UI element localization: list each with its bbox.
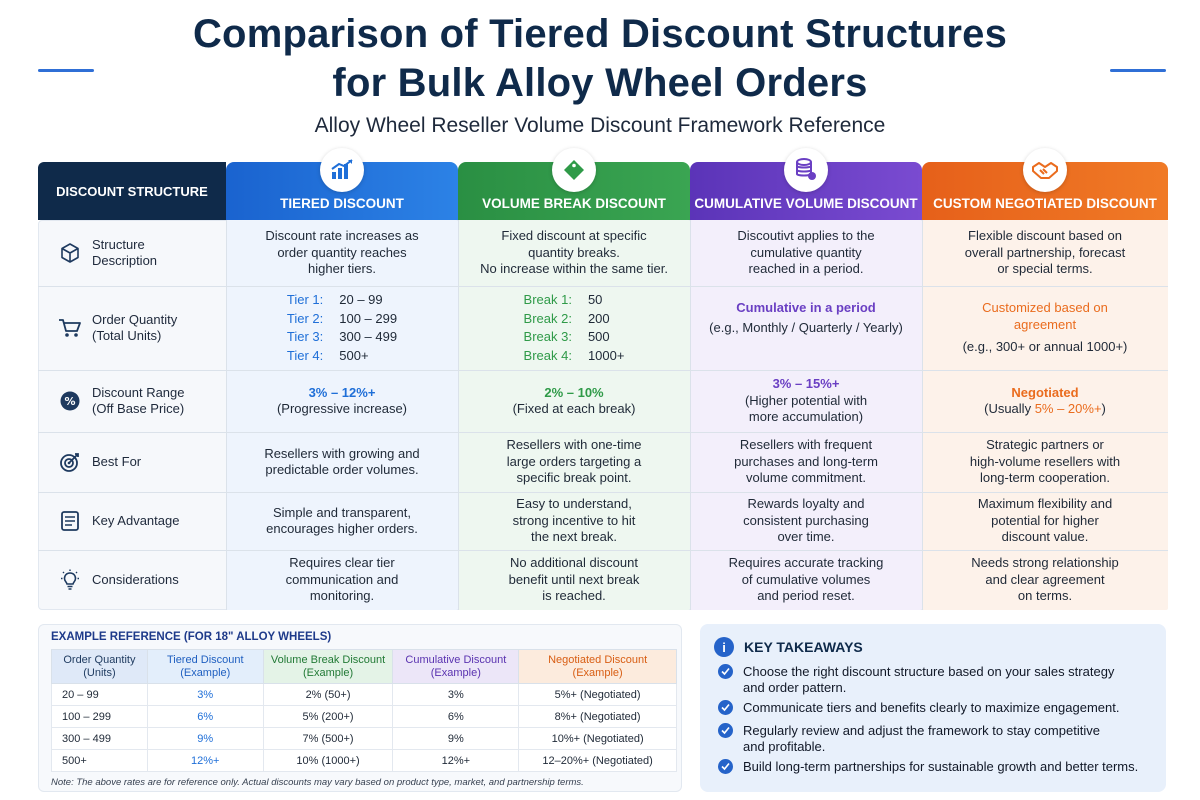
cell-cumulative-quantity: Cumulative in a period (e.g., Monthly / …: [709, 300, 903, 335]
cell-cumulative-advantage: Rewards loyalty and consistent purchasing…: [743, 496, 869, 545]
cell-volume-best-for: Resellers with one-time large orders targ…: [506, 437, 642, 486]
page-subtitle: Alloy Wheel Reseller Volume Discount Fra…: [314, 114, 886, 137]
title-accent-right: [1110, 69, 1166, 72]
header-custom-negotiated-discount: CUSTOM NEGOTIATED DISCOUNT: [922, 148, 1168, 220]
cell-volume-considerations: No additional discount benefit until next…: [508, 555, 640, 604]
row-label-key-advantage: Key Advantage: [38, 492, 226, 550]
cell-tiered-best-for: Resellers with growing and predictable or…: [264, 445, 420, 478]
header-cumulative-volume-discount: CUMULATIVE VOLUME DISCOUNT: [690, 148, 922, 220]
row-label-discount-range: % Discount Range (Off Base Price): [38, 370, 226, 432]
row-divider: [38, 550, 1168, 551]
row-divider: [38, 492, 1168, 493]
row-divider: [38, 370, 1168, 371]
cell-custom-quantity: Customized based on agreement (e.g., 300…: [962, 300, 1128, 355]
header-tiered-discount: TIERED DISCOUNT: [226, 148, 458, 220]
checklist-icon: [50, 510, 90, 532]
example-header-tiered: Tiered Discount (Example): [146, 649, 264, 684]
title-line-1: Comparison of Tiered Discount Structures: [192, 12, 1008, 56]
comparison-table: DISCOUNT STRUCTURE TIERED DISCOUNT VOLUM…: [38, 148, 1168, 610]
table-row: 100 – 299 6% 5% (200+) 6% 8%+ (Negotiate…: [51, 705, 677, 728]
cell-cumulative-description: Discoutivt applies to the cumulative quan…: [737, 228, 875, 277]
handshake-icon: [1023, 148, 1067, 192]
cell-volume-range: 2% – 10% (Fixed at each break): [512, 384, 636, 417]
cell-tiered-quantity: Tier 1: 20 – 99 Tier 2: 100 – 299 Tier 3: 3…: [226, 286, 458, 370]
bar-chart-icon: [320, 148, 364, 192]
tier-list: Tier 1: 20 – 99 Tier 2: 100 – 299 Tier 3: 3…: [286, 292, 398, 363]
takeaway-item: Choose the right discount structure base…: [718, 664, 1114, 696]
example-reference-panel: EXAMPLE REFERENCE (FOR 18" ALLOY WHEELS)…: [38, 624, 682, 792]
column-divider: [922, 220, 923, 610]
row-divider: [38, 286, 1168, 287]
check-icon: [718, 759, 733, 774]
volume-column-tint: [458, 220, 690, 610]
cell-volume-description: Fixed discount at specific quantity break…: [480, 228, 668, 277]
example-header-volume: Volume Break Discount (Example): [262, 649, 394, 684]
cube-icon: [50, 242, 90, 264]
page-title: Comparison of Tiered Discount Structures…: [0, 10, 1200, 108]
column-divider: [458, 220, 459, 610]
example-header-cumulative: Cumulative Discount (Example): [392, 649, 520, 684]
cell-custom-range: Negotiated (Usually 5% – 20%+): [984, 384, 1106, 417]
check-icon: [718, 723, 733, 738]
tiered-column-tint: [226, 220, 458, 610]
example-title: EXAMPLE REFERENCE (FOR 18" ALLOY WHEELS): [51, 631, 332, 643]
info-icon: i: [714, 637, 734, 657]
cell-cumulative-considerations: Requires accurate tracking of cumulative …: [728, 555, 884, 604]
column-divider: [226, 220, 227, 610]
example-note: Note: The above rates are for reference …: [51, 777, 584, 788]
cell-cumulative-best-for: Resellers with frequent purchases and lon…: [734, 437, 878, 486]
example-table: Order Quantity (Units) Tiered Discount (Ex…: [51, 649, 677, 772]
table-row: 500+ 12%+ 10% (1000+) 12%+ 12–20%+ (Nego…: [51, 749, 677, 772]
key-takeaways-panel: i KEY TAKEAWAYS Choose the right discoun…: [700, 624, 1166, 792]
cell-custom-best-for: Strategic partners or high-volume reselle…: [969, 437, 1121, 486]
row-label-best-for: Best For: [38, 432, 226, 492]
cumulative-column-tint: [690, 220, 922, 610]
price-tag-icon: [552, 148, 596, 192]
cell-custom-considerations: Needs strong relationship and clear agree…: [971, 555, 1119, 604]
row-label-structure-description: Structure Description: [38, 220, 226, 286]
row-label-order-quantity: Order Quantity (Total Units): [38, 286, 226, 370]
takeaway-item: Regularly review and adjust the framewor…: [718, 723, 1100, 755]
row-divider: [38, 432, 1168, 433]
percent-badge-icon: %: [50, 390, 90, 412]
cell-cumulative-range: 3% – 15%+ (Higher potential with more ac…: [744, 376, 868, 425]
takeaway-item: Build long-term partnerships for sustain…: [718, 759, 1138, 775]
table-row: 300 – 499 9% 7% (500+) 9% 10%+ (Negotiat…: [51, 727, 677, 750]
cart-icon: [50, 317, 90, 339]
header-volume-break-discount: VOLUME BREAK DISCOUNT: [458, 148, 690, 220]
takeaway-item: Communicate tiers and benefits clearly t…: [718, 700, 1119, 716]
coin-stack-icon: [784, 148, 828, 192]
lightbulb-icon: [50, 569, 90, 591]
cell-tiered-range: 3% – 12%+ (Progressive increase): [276, 384, 408, 417]
row-label-considerations: Considerations: [38, 550, 226, 610]
target-icon: [50, 451, 90, 473]
cell-tiered-considerations: Requires clear tier communication and moni…: [285, 555, 399, 604]
check-icon: [718, 700, 733, 715]
cell-tiered-advantage: Simple and transparent, encourages higher…: [266, 504, 418, 537]
cell-custom-advantage: Maximum flexibility and potential for hig…: [977, 496, 1113, 545]
cell-volume-advantage: Easy to understand, strong incentive to h…: [512, 496, 636, 545]
table-row: 20 – 99 3% 2% (50+) 3% 5%+ (Negotiated): [51, 683, 677, 706]
example-header-quantity: Order Quantity (Units): [51, 649, 148, 684]
cell-custom-description: Flexible discount based on overall partne…: [964, 228, 1126, 277]
cell-volume-quantity: Break 1: 50 Break 2: 200 Break 3: 500 Break…: [458, 286, 690, 370]
title-line-2: for Bulk Alloy Wheel Orders: [332, 61, 868, 105]
header-discount-structure: DISCOUNT STRUCTURE: [38, 162, 226, 220]
cell-tiered-description: Discount rate increases as order quantity…: [265, 228, 419, 277]
svg-text:%: %: [64, 395, 75, 408]
check-icon: [718, 664, 733, 679]
break-list: Break 1: 50 Break 2: 200 Break 3: 500 Break…: [523, 292, 625, 363]
column-divider: [690, 220, 691, 610]
key-takeaways-title: i KEY TAKEAWAYS: [714, 637, 863, 657]
title-accent-left: [38, 69, 94, 72]
example-header-negotiated: Negotiated Discount (Example): [518, 649, 677, 684]
custom-column-tint: [922, 220, 1168, 610]
